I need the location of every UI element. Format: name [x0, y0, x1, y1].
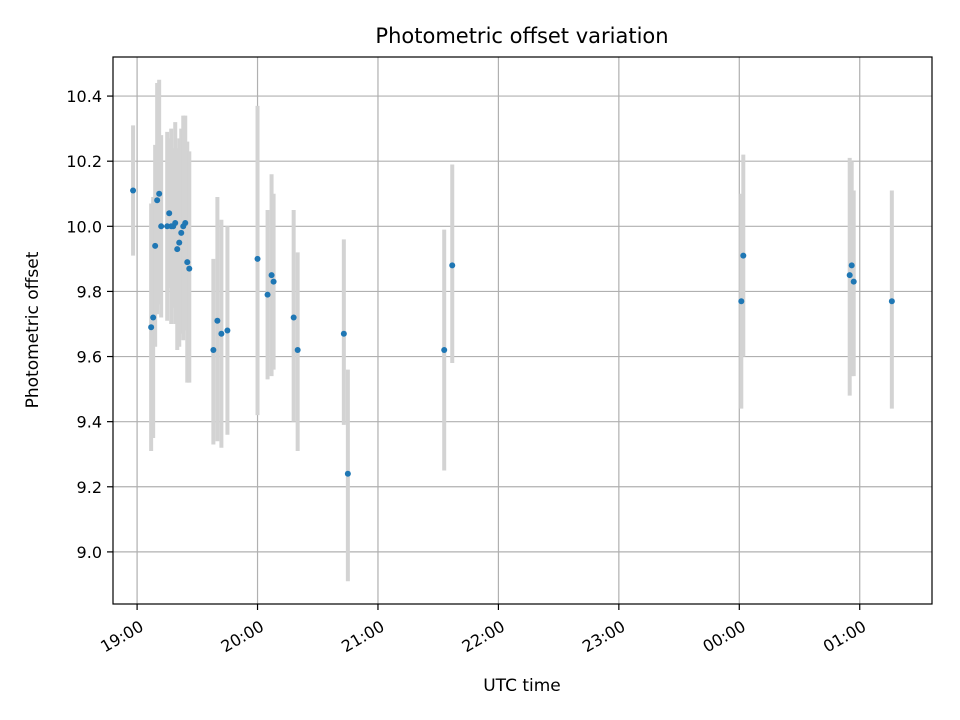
data-point	[184, 259, 191, 266]
data-point	[449, 262, 456, 269]
data-point	[224, 327, 231, 334]
plot-frame	[112, 56, 933, 605]
data-point	[210, 347, 217, 354]
data-point	[148, 324, 155, 331]
x-axis-ticks: 19:00 20:00 21:00 22:00 23:00 00:00 01:00	[97, 604, 869, 656]
data-point	[846, 272, 853, 279]
y-tick-label: 9.6	[77, 348, 102, 367]
x-axis-label: UTC time	[483, 676, 561, 696]
data-point	[158, 223, 165, 230]
y-tick-label: 9.8	[77, 282, 102, 301]
data-point	[218, 330, 225, 337]
data-points	[130, 187, 895, 477]
data-point	[172, 220, 179, 227]
y-axis-label: Photometric offset	[23, 251, 43, 408]
data-point	[186, 265, 193, 272]
x-tick-label: 21:00	[338, 617, 387, 657]
data-point	[154, 197, 161, 204]
y-tick-label: 10.4	[66, 87, 102, 106]
data-point	[182, 220, 189, 227]
data-point	[294, 347, 301, 354]
x-tick-label: 23:00	[579, 617, 628, 657]
data-point	[738, 298, 745, 305]
data-point	[174, 246, 181, 253]
data-point	[156, 190, 163, 197]
y-axis-ticks: 9.0 9.2 9.4 9.6 9.8 10.0 10.2 10.4	[66, 87, 113, 562]
x-tick-label: 01:00	[820, 617, 869, 657]
data-point	[254, 255, 261, 262]
data-point	[850, 278, 857, 285]
data-point	[176, 239, 183, 246]
data-point	[178, 229, 185, 236]
y-tick-label: 10.0	[66, 217, 102, 236]
y-tick-label: 9.0	[77, 543, 102, 562]
data-point	[150, 314, 157, 321]
data-point	[152, 242, 159, 249]
data-point	[340, 330, 347, 337]
data-point	[264, 291, 271, 298]
data-point	[848, 262, 855, 269]
y-tick-label: 9.4	[77, 413, 102, 432]
data-point	[270, 278, 277, 285]
data-point	[888, 298, 895, 305]
data-point	[130, 187, 137, 194]
gridlines	[113, 57, 932, 604]
data-point	[214, 317, 221, 324]
x-tick-label: 00:00	[699, 617, 748, 657]
data-point	[740, 252, 747, 259]
data-point	[344, 470, 351, 477]
data-point	[290, 314, 297, 321]
data-point	[268, 272, 275, 279]
data-point	[166, 210, 173, 217]
chart-title: Photometric offset variation	[375, 24, 668, 48]
y-tick-label: 9.2	[77, 478, 102, 497]
x-tick-label: 19:00	[97, 617, 146, 657]
error-bars	[131, 79, 894, 582]
x-tick-label: 20:00	[218, 617, 267, 657]
x-tick-label: 22:00	[459, 617, 508, 657]
data-point	[441, 347, 448, 354]
y-tick-label: 10.2	[66, 152, 102, 171]
